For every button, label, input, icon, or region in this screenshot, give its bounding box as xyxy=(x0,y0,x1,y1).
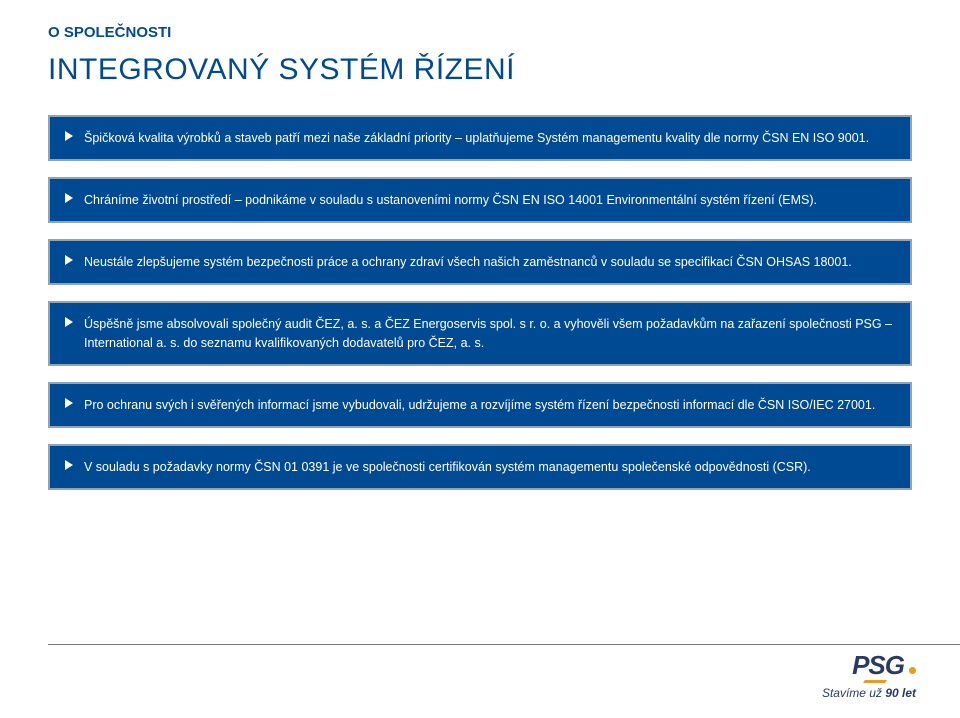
arrow-right-icon xyxy=(64,193,74,203)
footer-logo: PSG Stavíme už 90 let xyxy=(822,652,916,700)
bullet-box: Úspěšně jsme absolvovali společný audit … xyxy=(48,301,912,365)
bullet-box: Neustále zlepšujeme systém bezpečnosti p… xyxy=(48,239,912,285)
bullet-text: Neustále zlepšujeme systém bezpečnosti p… xyxy=(84,253,852,271)
page-title: INTEGROVANÝ SYSTÉM ŘÍZENÍ xyxy=(48,53,912,87)
bullet-box: Pro ochranu svých i svěřených informací … xyxy=(48,382,912,428)
logo-text: PSG xyxy=(852,652,904,678)
bullet-text: V souladu s požadavky normy ČSN 01 0391 … xyxy=(84,458,811,476)
arrow-right-icon xyxy=(64,460,74,470)
bullet-text: Špičková kvalita výrobků a staveb patří … xyxy=(84,129,869,147)
footer: PSG Stavíme už 90 let xyxy=(0,638,960,718)
footer-rule xyxy=(48,644,960,645)
bullet-box: V souladu s požadavky normy ČSN 01 0391 … xyxy=(48,444,912,490)
bullet-text: Pro ochranu svých i svěřených informací … xyxy=(84,396,875,414)
arrow-right-icon xyxy=(64,131,74,141)
tagline-bold: 90 let xyxy=(885,686,916,700)
page: O SPOLEČNOSTI INTEGROVANÝ SYSTÉM ŘÍZENÍ … xyxy=(0,0,960,718)
arrow-right-icon xyxy=(64,398,74,408)
bullet-text: Úspěšně jsme absolvovali společný audit … xyxy=(84,315,896,351)
bullet-box: Chráníme životní prostředí – podnikáme v… xyxy=(48,177,912,223)
bullet-text: Chráníme životní prostředí – podnikáme v… xyxy=(84,191,817,209)
logo-row: PSG xyxy=(822,652,916,678)
tagline-prefix: Stavíme už xyxy=(822,686,885,700)
logo-dot-icon xyxy=(909,667,916,674)
arrow-right-icon xyxy=(64,255,74,265)
logo-slash-icon xyxy=(863,680,887,683)
section-label: O SPOLEČNOSTI xyxy=(48,24,912,41)
bullet-box: Špičková kvalita výrobků a staveb patří … xyxy=(48,115,912,161)
tagline: Stavíme už 90 let xyxy=(822,686,916,700)
arrow-right-icon xyxy=(64,317,74,327)
